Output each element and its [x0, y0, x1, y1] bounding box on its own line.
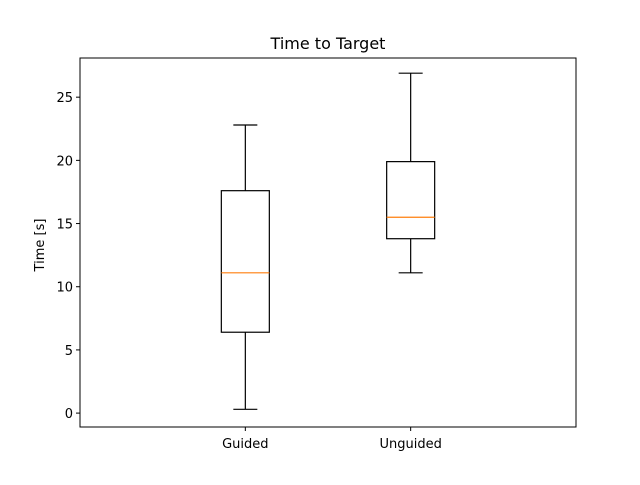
- y-tick-label: 5: [65, 344, 73, 359]
- axes-frame: [79, 57, 577, 428]
- y-tick-label: 0: [65, 407, 73, 422]
- plot-area: 0 5 10 15 20 25 Guided Unguided: [56, 72, 442, 452]
- x-tick-label: Guided: [222, 437, 268, 452]
- y-tick-label: 20: [56, 154, 73, 169]
- y-tick-label: 10: [56, 281, 73, 296]
- x-tick-label: Unguided: [379, 437, 441, 452]
- box-iqr: [220, 190, 270, 333]
- chart-title: Time to Target: [270, 34, 386, 53]
- y-tick-label: 25: [56, 91, 73, 106]
- y-axis-label: Time [s]: [33, 219, 48, 273]
- box-iqr: [386, 161, 436, 240]
- y-tick-label: 15: [56, 218, 73, 233]
